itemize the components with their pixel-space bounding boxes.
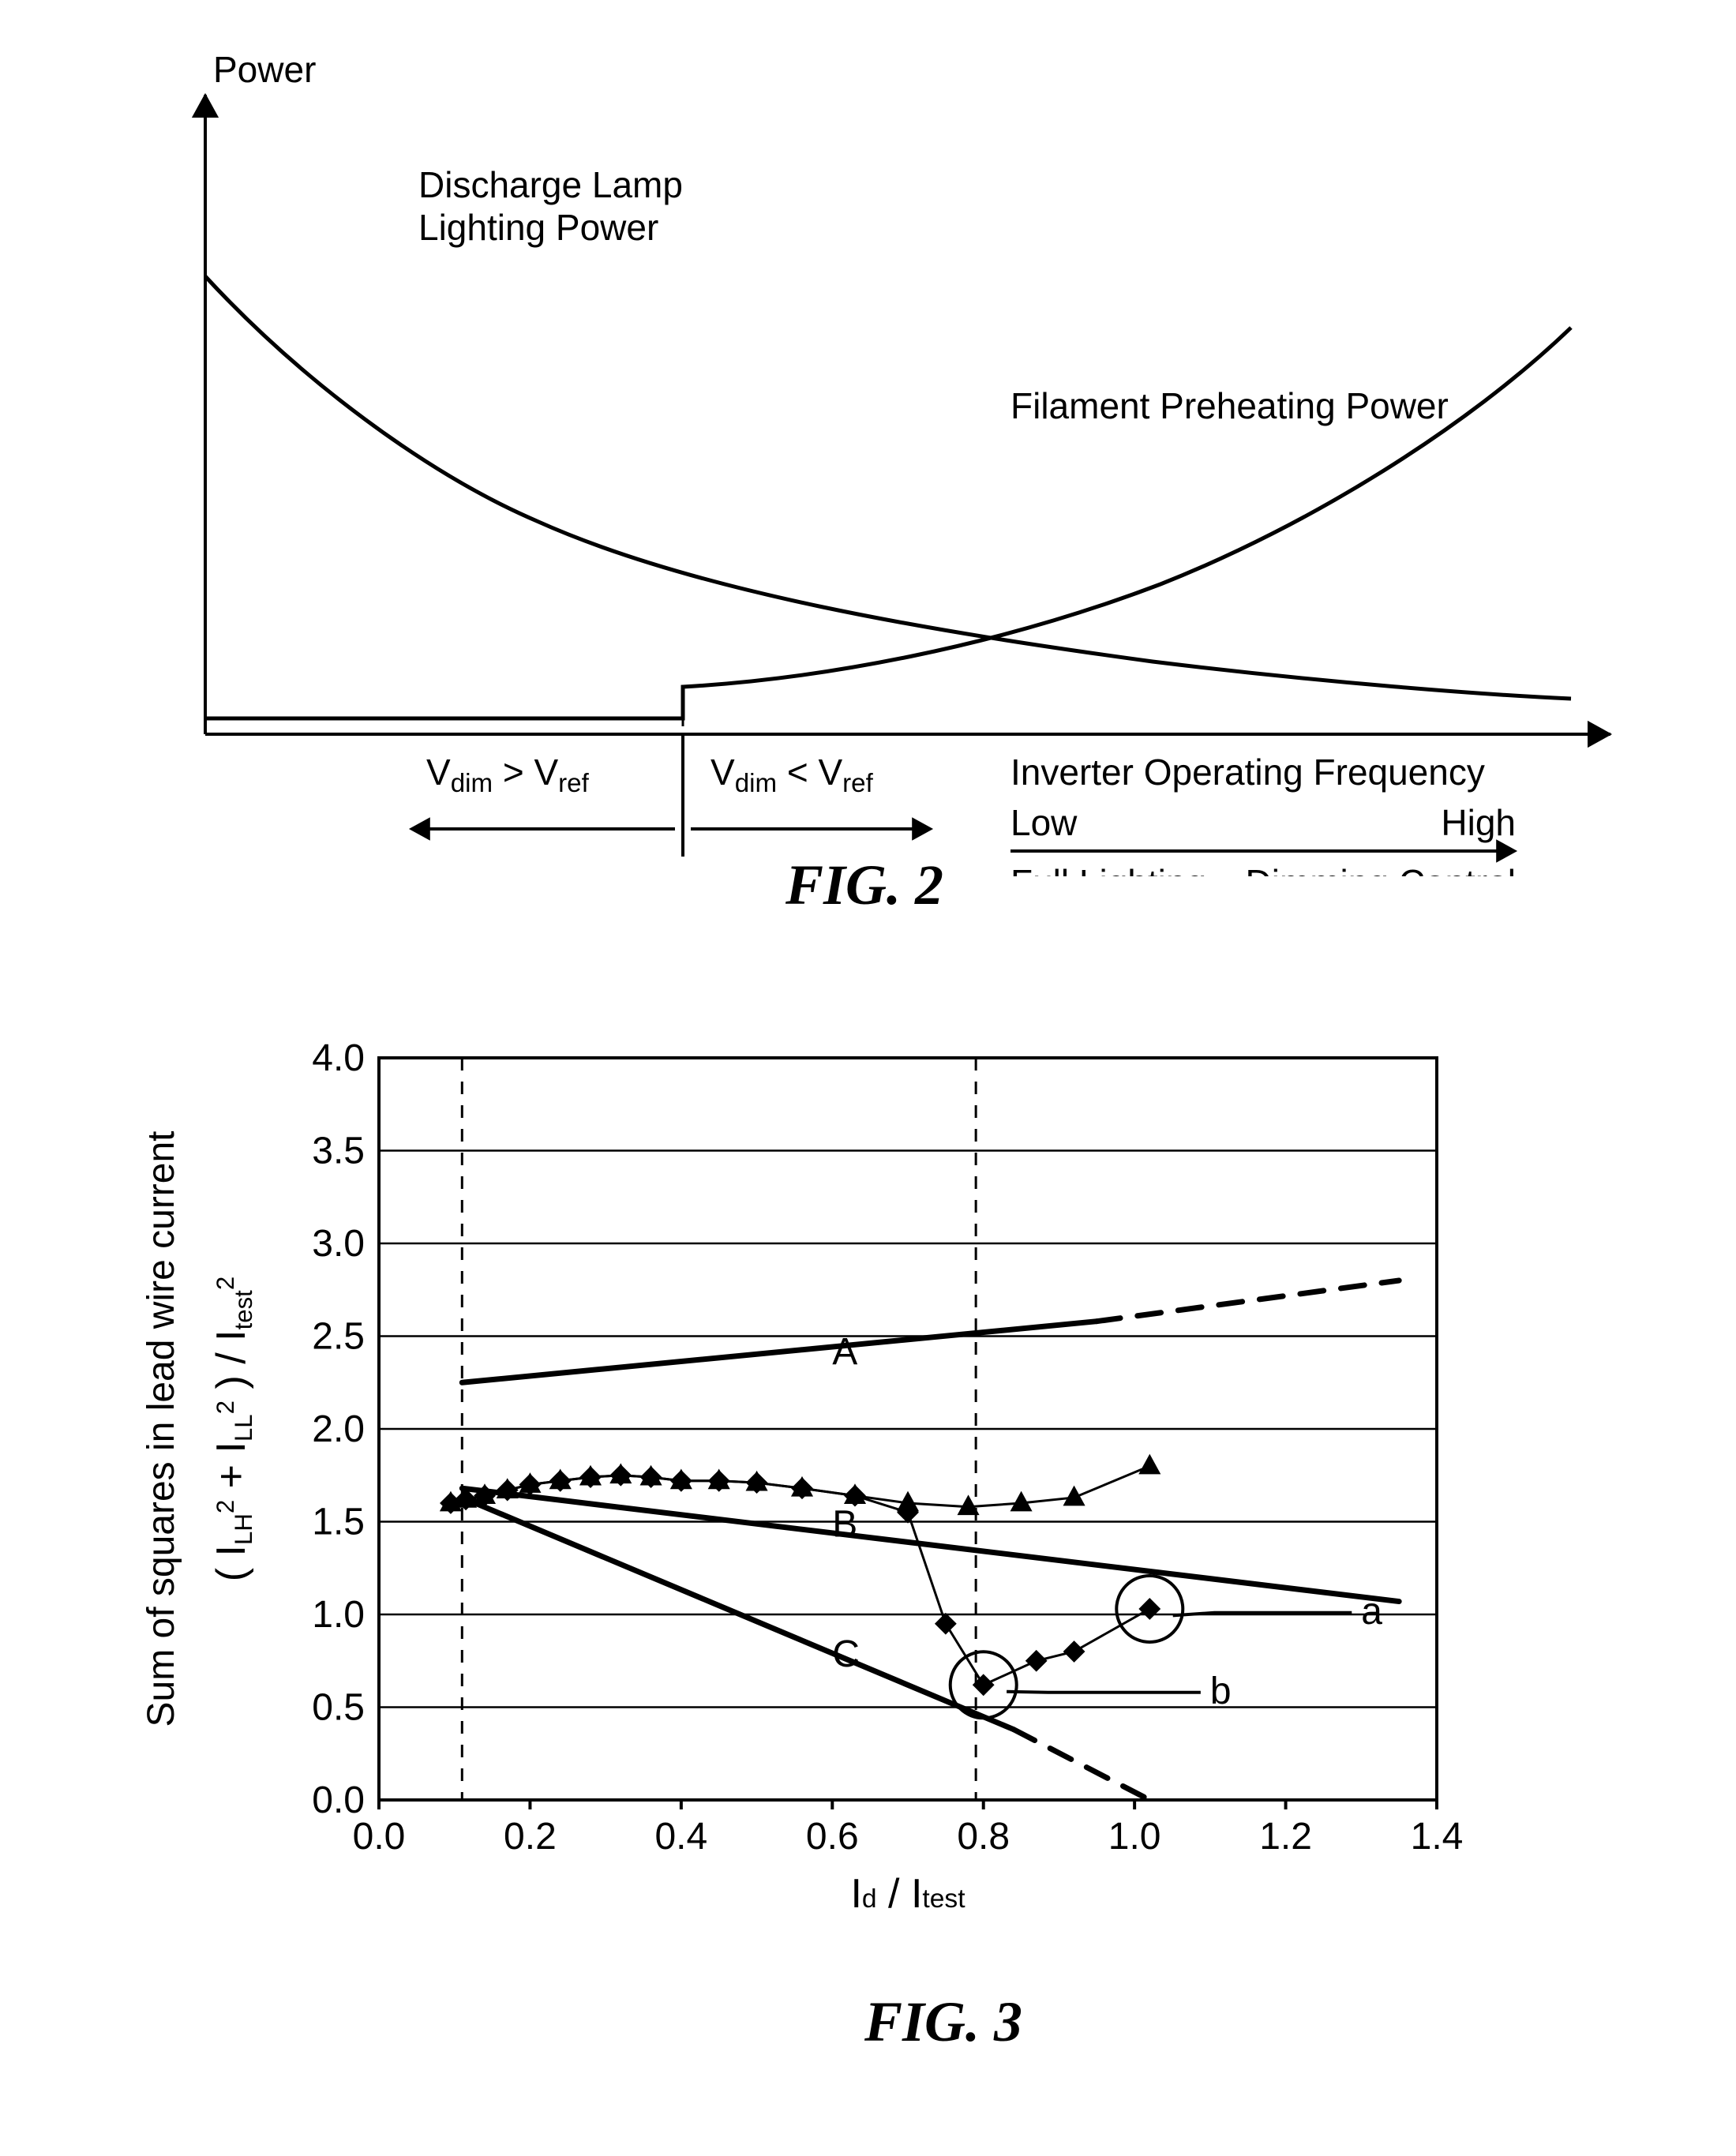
- label-B: B: [832, 1503, 857, 1545]
- y-axis-formula: ( ILH2 + ILL2 ) / Itest2: [208, 1277, 257, 1581]
- ytick: 4.0: [312, 1037, 365, 1079]
- marker-triangle: [958, 1495, 978, 1514]
- curve1-label-line1: Discharge Lamp: [418, 164, 683, 205]
- ytick: 1.5: [312, 1502, 365, 1543]
- callout-label: a: [1361, 1591, 1382, 1633]
- xtick: 0.2: [504, 1816, 557, 1858]
- figure-2: Power Discharge LampLighting Power Filamen…: [95, 47, 1634, 876]
- ytick: 2.0: [312, 1408, 365, 1450]
- fig2-caption: FIG. 2: [95, 853, 1634, 918]
- label-C: C: [832, 1633, 860, 1675]
- x-axis-label: Inverter Operating Frequency: [1010, 752, 1485, 793]
- fig3-svg: 0.00.51.01.52.02.53.03.54.00.00.20.40.60…: [95, 995, 1634, 2037]
- callout-label: b: [1210, 1670, 1232, 1712]
- ytick: 1.0: [312, 1594, 365, 1636]
- y-axis-title: Sum of squares in lead wire current: [141, 1130, 182, 1727]
- region-left-label: Vdim > Vref: [426, 752, 590, 798]
- xtick: 1.4: [1411, 1816, 1464, 1858]
- ytick: 3.5: [312, 1130, 365, 1172]
- region-right-label: Vdim < Vref: [711, 752, 874, 798]
- xtick: 0.0: [353, 1816, 406, 1858]
- xtick: 0.6: [806, 1816, 859, 1858]
- xtick: 0.8: [957, 1816, 1010, 1858]
- discharge-lamp-curve: [205, 276, 1571, 699]
- label-A: A: [832, 1331, 857, 1373]
- marker-diamond: [1139, 1599, 1160, 1619]
- page: Power Discharge LampLighting Power Filamen…: [0, 0, 1736, 2156]
- curve1-label-line2: Lighting Power: [418, 207, 658, 248]
- series-diamond: [451, 1475, 1149, 1685]
- marker-diamond: [935, 1614, 956, 1634]
- x-axis-title: Id / Itest: [850, 1871, 965, 1917]
- fig3-caption: FIG. 3: [253, 1989, 1634, 2055]
- high-label: High: [1441, 802, 1516, 843]
- ytick: 2.5: [312, 1316, 365, 1358]
- xtick: 1.0: [1108, 1816, 1161, 1858]
- xtick: 1.2: [1259, 1816, 1312, 1858]
- fig2-svg: Power Discharge LampLighting Power Filamen…: [95, 47, 1634, 876]
- marker-triangle: [1139, 1455, 1160, 1474]
- ytick: 3.0: [312, 1223, 365, 1265]
- marker-diamond: [1026, 1651, 1047, 1671]
- callout-leader: [1007, 1692, 1201, 1693]
- marker-triangle: [1063, 1487, 1084, 1505]
- marker-diamond: [1063, 1641, 1084, 1662]
- low-label: Low: [1010, 802, 1078, 843]
- xtick: 0.4: [654, 1816, 707, 1858]
- curve2-label: Filament Preheating Power: [1010, 385, 1449, 426]
- figure-3: 0.00.51.01.52.02.53.03.54.00.00.20.40.60…: [95, 995, 1634, 2100]
- y-axis-label: Power: [213, 49, 316, 90]
- ytick: 0.5: [312, 1687, 365, 1729]
